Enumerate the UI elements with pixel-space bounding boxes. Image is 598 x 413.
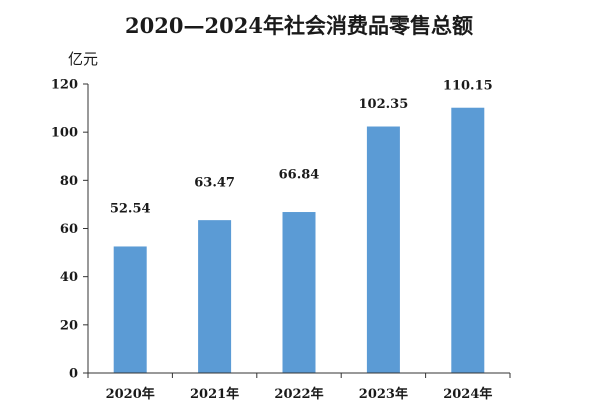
x-axis: 2020年 2021年 2022年 2023年 2024年: [87, 372, 511, 402]
y-tick-label: 60: [60, 222, 78, 237]
data-label: 110.15: [443, 78, 493, 93]
y-tick-label: 20: [60, 318, 78, 333]
x-tick-label: 2022年: [274, 386, 323, 402]
y-tick-label: 120: [51, 78, 78, 93]
y-axis: 0 20 40 60 80 100 120: [51, 78, 89, 382]
data-label: 66.84: [279, 167, 320, 182]
bar: [451, 107, 485, 374]
y-tick-label: 0: [69, 367, 78, 382]
data-label: 102.35: [359, 97, 409, 112]
x-tick-label: 2024年: [443, 386, 492, 402]
data-label: 63.47: [194, 175, 235, 190]
bar: [113, 246, 147, 373]
y-axis-unit-label: 亿元: [68, 50, 98, 68]
bar: [282, 212, 316, 373]
y-tick-label: 40: [60, 270, 78, 285]
bar: [366, 126, 400, 373]
x-tick-label: 2021年: [190, 386, 239, 402]
bar: [198, 220, 232, 373]
y-tick-label: 80: [60, 174, 78, 189]
data-label: 52.54: [110, 202, 151, 217]
x-tick-label: 2023年: [359, 386, 408, 402]
bars-group: 52.54 63.47 66.84 102.35 110.15: [110, 78, 493, 374]
y-tick-label: 100: [51, 126, 78, 141]
chart-title: 2020—2024年社会消费品零售总额: [125, 13, 473, 38]
x-tick-label: 2020年: [106, 386, 155, 402]
